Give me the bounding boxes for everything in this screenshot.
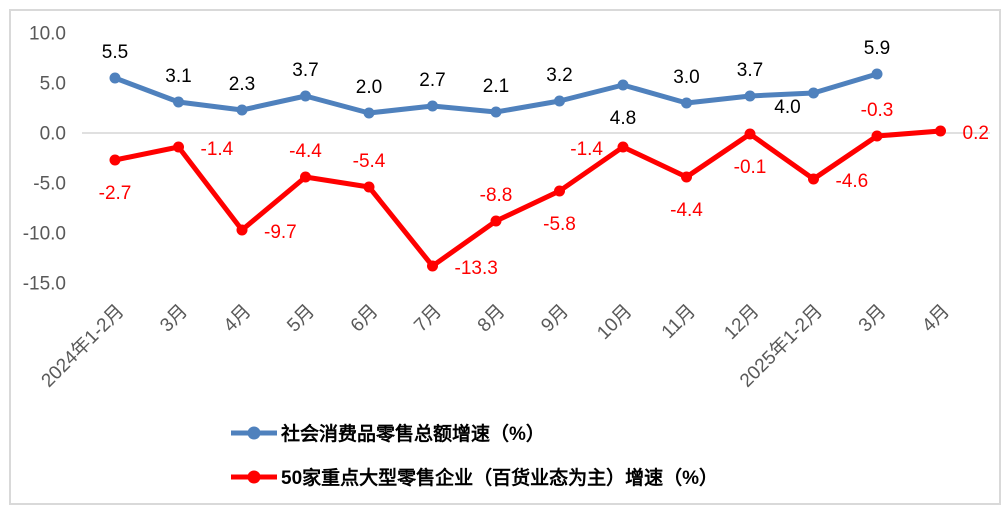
data-point (490, 106, 502, 118)
data-label: 2.7 (419, 70, 445, 91)
data-label: -13.3 (455, 258, 498, 279)
legend-label-blue-series: 社会消费品零售总额增速（%） (280, 422, 545, 445)
data-point (236, 224, 248, 236)
data-label: -1.4 (570, 139, 603, 160)
legend-item-red-series: 50家重点大型零售企业（百货业态为主）增速（%） (231, 466, 718, 489)
data-label: 3.7 (737, 60, 763, 81)
data-point (490, 215, 502, 227)
data-label: -5.4 (353, 151, 386, 172)
y-axis-tick-label: -15.0 (23, 274, 66, 295)
plot-series: 5.5 3.1 2.3 3.7 2.0 2.7 2.1 3.2 4.8 3.0 3.7 4.0 5.9 -… (99, 38, 989, 279)
legend: 社会消费品零售总额增速（%） 50家重点大型零售企业（百货业态为主）增速（%） (231, 422, 718, 489)
data-point (808, 87, 819, 99)
data-label: 2.0 (356, 77, 382, 98)
legend-marker-dot-blue (247, 426, 261, 440)
data-label: -0.3 (861, 100, 894, 121)
y-axis-tick-label: 0.0 (40, 124, 66, 145)
data-label: 0.2 (963, 123, 989, 144)
data-point (109, 154, 121, 166)
data-label: -9.7 (264, 222, 297, 243)
series-1: -2.7 -1.4 -9.7 -4.4 -5.4 -13.3 -8.8 -5.8 -1.4 -4.… (99, 100, 989, 279)
y-axis-tick-label: -5.0 (33, 174, 66, 195)
y-axis-tick-label: 10.0 (29, 24, 66, 45)
data-label: 3.7 (292, 60, 318, 81)
data-point (744, 128, 756, 140)
data-point (617, 141, 629, 153)
y-axis-labels: 10.0 5.0 0.0 -5.0 -10.0 -15.0 (23, 24, 66, 295)
data-label: 4.8 (610, 108, 636, 129)
data-label: 3.0 (673, 67, 699, 88)
data-label: -0.1 (734, 157, 767, 178)
data-point (300, 171, 311, 183)
data-label: 2.3 (229, 74, 255, 95)
chart-border (9, 9, 1001, 505)
data-label: 5.9 (864, 38, 890, 59)
data-label: -1.4 (201, 139, 234, 160)
series-0: 5.5 3.1 2.3 3.7 2.0 2.7 2.1 3.2 4.8 3.0 3.7 4.0 5.9 (102, 38, 890, 129)
data-point (554, 95, 565, 107)
data-label: 4.0 (774, 97, 800, 118)
data-point (427, 100, 438, 112)
data-point (871, 68, 883, 80)
data-point (173, 141, 184, 153)
data-point (363, 107, 375, 119)
data-point (173, 96, 184, 108)
series-line-1 (112, 128, 943, 269)
data-point (236, 104, 248, 116)
data-label: -2.7 (99, 183, 132, 204)
legend-label-red-series: 50家重点大型零售企业（百货业态为主）增速（%） (281, 466, 718, 489)
data-label: 5.5 (102, 42, 128, 63)
data-label: -4.4 (670, 200, 703, 221)
data-point (681, 97, 692, 109)
legend-marker-dot-red (247, 470, 261, 484)
data-point (871, 130, 883, 142)
data-point (935, 125, 946, 137)
data-point (554, 185, 565, 197)
data-point (744, 90, 756, 102)
data-point (681, 171, 692, 183)
data-label: -4.6 (836, 171, 869, 192)
data-point (808, 173, 819, 185)
data-point (363, 181, 375, 193)
data-label: 3.2 (546, 65, 572, 86)
y-axis-tick-label: 5.0 (40, 74, 66, 95)
data-label: -4.4 (289, 141, 322, 162)
legend-item-blue-series: 社会消费品零售总额增速（%） (231, 422, 545, 445)
data-point (300, 90, 311, 102)
data-point (427, 260, 438, 272)
data-label: -5.8 (543, 214, 576, 235)
data-label: 2.1 (483, 76, 509, 97)
data-point (109, 72, 121, 84)
data-point (617, 79, 629, 91)
data-label: 3.1 (165, 66, 191, 87)
y-axis-tick-label: -10.0 (23, 224, 66, 245)
data-label: -8.8 (480, 185, 513, 206)
